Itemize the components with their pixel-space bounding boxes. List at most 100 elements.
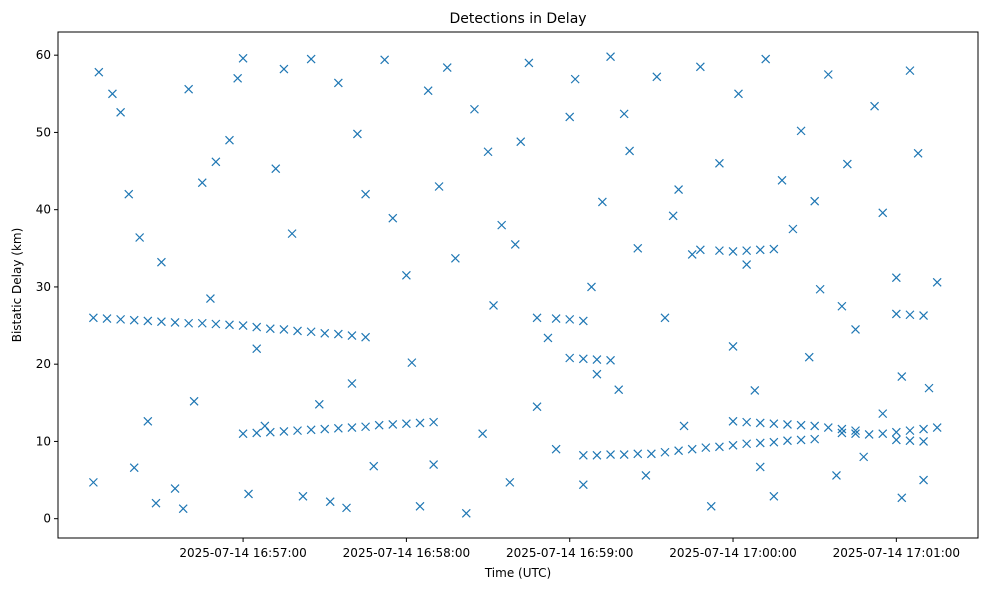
data-point <box>184 84 194 94</box>
data-point <box>769 244 779 254</box>
x-axis-label: Time (UTC) <box>484 566 551 580</box>
x-tick-label: 2025-07-14 17:01:00 <box>833 546 960 560</box>
data-point <box>919 437 928 446</box>
data-point <box>197 318 207 328</box>
data-point <box>687 444 697 454</box>
data-point <box>619 450 629 459</box>
data-point <box>129 315 139 325</box>
data-point <box>211 319 221 329</box>
data-point <box>932 277 942 287</box>
data-point <box>225 135 234 145</box>
data-point <box>333 78 343 88</box>
data-point <box>878 429 888 439</box>
data-point <box>728 416 738 426</box>
data-point <box>143 316 153 326</box>
data-point <box>461 508 471 518</box>
data-point <box>755 438 765 448</box>
data-point <box>714 246 724 256</box>
data-point <box>695 245 705 255</box>
data-point <box>570 74 580 84</box>
y-axis-label: Bistatic Delay (km) <box>10 228 24 343</box>
data-point <box>597 197 607 207</box>
y-tick-label: 10 <box>36 434 51 448</box>
data-point <box>897 493 907 503</box>
data-point <box>606 450 615 459</box>
data-point <box>429 460 439 470</box>
data-point <box>750 386 760 395</box>
y-tick-label: 50 <box>36 125 51 139</box>
data-point <box>238 429 248 439</box>
data-point <box>851 426 860 436</box>
data-point <box>728 440 738 450</box>
data-point <box>837 301 847 311</box>
plot-frame <box>57 31 979 539</box>
data-point <box>388 213 398 223</box>
data-point <box>641 471 651 480</box>
data-point <box>891 309 901 319</box>
data-point <box>293 426 302 436</box>
data-point <box>592 355 602 364</box>
data-point <box>252 322 262 332</box>
data-point <box>361 189 370 199</box>
data-point <box>470 104 479 114</box>
data-point <box>510 240 520 249</box>
data-point <box>695 62 705 72</box>
data-point <box>614 385 624 395</box>
data-point <box>796 126 806 136</box>
data-point <box>287 229 297 239</box>
data-point <box>116 107 126 117</box>
data-point <box>320 328 330 338</box>
data-point <box>88 477 98 487</box>
data-point <box>543 333 553 343</box>
data-point <box>633 449 643 459</box>
data-point <box>660 313 670 323</box>
data-point <box>197 178 207 188</box>
data-point <box>687 250 697 259</box>
data-point <box>810 434 820 444</box>
data-point <box>151 498 161 508</box>
data-point <box>347 331 357 341</box>
data-point <box>878 208 888 218</box>
data-point <box>728 341 738 351</box>
data-point <box>108 89 117 99</box>
data-point <box>832 471 841 480</box>
x-tick-label: 2025-07-14 16:58:00 <box>343 546 470 560</box>
y-tick-label: 60 <box>36 48 51 62</box>
data-point <box>777 175 787 185</box>
data-point <box>592 369 602 379</box>
data-point <box>625 146 635 156</box>
data-point <box>88 313 98 323</box>
data-point <box>864 430 874 439</box>
data-point <box>783 420 792 429</box>
data-point <box>429 417 439 427</box>
data-point <box>116 314 126 324</box>
y-tick-label: 20 <box>36 357 51 371</box>
data-point <box>810 196 820 206</box>
data-point <box>701 443 711 453</box>
data-point <box>260 421 270 431</box>
data-point <box>157 257 166 267</box>
data-point <box>660 447 670 457</box>
x-tick-label: 2025-07-14 16:59:00 <box>506 546 633 560</box>
data-point <box>913 148 923 158</box>
data-point <box>761 54 771 64</box>
data-point <box>851 324 860 334</box>
data-point <box>361 422 370 432</box>
data-point <box>646 449 656 459</box>
x-tick-label: 2025-07-14 17:00:00 <box>669 546 796 560</box>
data-point <box>837 424 847 434</box>
data-point <box>271 164 281 174</box>
data-point <box>374 420 384 430</box>
data-point <box>143 416 153 426</box>
data-point <box>578 450 588 460</box>
data-point <box>734 89 743 99</box>
data-point <box>489 301 498 310</box>
data-point <box>333 329 343 339</box>
data-point <box>388 420 398 429</box>
data-point <box>184 318 194 328</box>
data-point <box>265 324 275 334</box>
data-point <box>442 63 452 72</box>
data-point <box>178 504 188 514</box>
